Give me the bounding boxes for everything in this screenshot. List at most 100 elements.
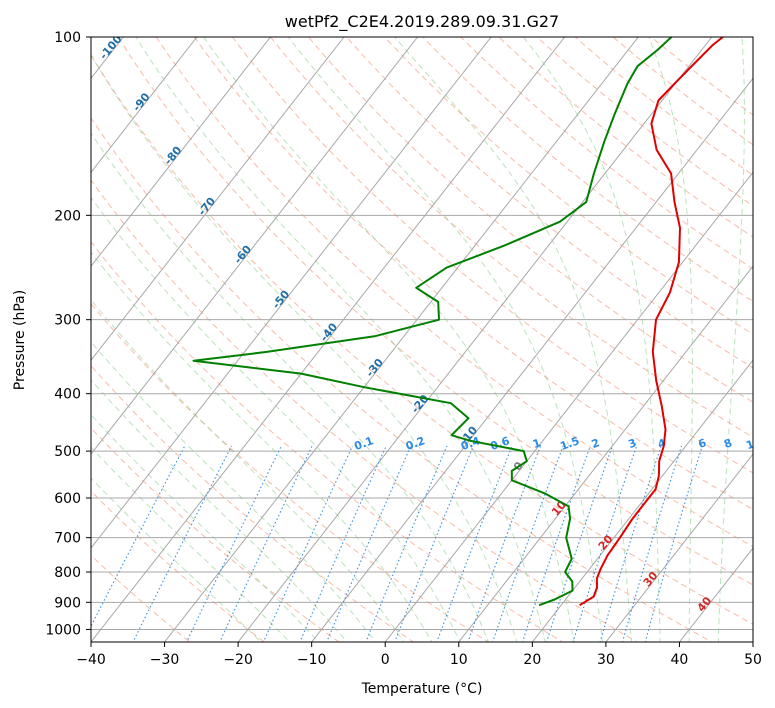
moist-adiabat-line [91,341,376,642]
mixing-ratio-label: 1 [531,436,543,451]
isotherm-line [91,37,271,268]
mixing-ratio-line [467,445,542,642]
mixing-ratio-line [299,445,387,642]
mixing-ratio-line [436,445,513,642]
mixing-ratio-label: 0.1 [352,434,375,453]
isotherm-label: 40 [695,594,715,614]
isotherm-line [458,265,753,642]
x-tick-label: 40 [671,652,689,668]
x-axis-title: Temperature (°C) [361,681,483,697]
isotherm-line [91,37,492,549]
isotherm-line [384,171,753,642]
moist-adiabat-line [203,37,575,642]
plot-area: -100-90-80-70-60-50-40-30-20-10010203040… [91,37,753,642]
dry-adiabat-line [91,490,266,642]
mixing-ratio-lines [91,445,703,642]
x-tick-label: −30 [150,652,180,668]
mixing-ratio-label: 0.2 [404,434,427,453]
mixing-ratio-line [365,445,448,642]
mixing-ratio-label: 3 [627,436,639,451]
x-tick-label: −40 [76,652,106,668]
moist-adiabat-line [523,37,661,642]
isotherm-label: 20 [596,532,616,552]
plot-frame [90,36,754,643]
isotherm-label: -40 [318,320,341,344]
y-axis: 100 200 300 400 500 600 700 800 900 1000 [45,30,91,638]
dry-adiabat-line [384,37,753,335]
x-tick-label: 20 [523,652,541,668]
moist-adiabat-line [91,251,433,642]
y-tick-label: 400 [54,387,81,403]
isotherm-line [91,37,418,455]
mixing-ratio-line [91,445,186,628]
moist-adiabat-line [91,446,291,642]
mixing-ratio-labels: 0.10.20.40.611.52346810131620253036 [352,434,753,453]
x-axis: −40 −30 −20 −10 0 10 20 30 40 50 [76,642,762,668]
mixing-ratio-line [219,445,313,642]
y-tick-label: 100 [54,30,81,46]
y-tick-label: 800 [54,565,81,581]
dry-adiabat-line [307,37,753,403]
x-tick-label: −10 [297,652,327,668]
profile-line-1 [579,37,724,607]
moist-adiabat-line [717,37,745,642]
isotherm-line [311,77,753,642]
dry-adiabat-line [91,54,753,625]
moist-adiabat-line [648,37,693,642]
mixing-ratio-label: 1.5 [558,434,581,453]
dry-adiabat-line [574,37,753,176]
x-tick-label: 0 [381,652,390,668]
moist-adiabat-line [91,298,405,642]
mixing-ratio-line [546,445,614,642]
mixing-ratio-line [262,445,353,642]
isotherm-label: -60 [231,243,254,267]
dry-adiabat-line [612,37,753,146]
dry-adiabat-line [91,302,490,642]
dry-adiabats [91,37,753,642]
isotherm-line [91,37,345,361]
y-axis-title: Pressure (hPa) [12,290,28,390]
isotherms [91,37,753,642]
dry-adiabat-line [498,37,753,238]
y-tick-label: 300 [54,313,81,329]
moist-adiabat-line [91,132,490,642]
mixing-ratio-label: 2 [590,436,602,451]
isotherm-line [752,641,753,642]
profile-line-2 [192,37,673,607]
moist-adiabats [91,37,745,642]
dry-adiabat-line [345,37,753,369]
dry-adiabat-line [91,179,639,642]
isotherm-line [531,359,753,642]
y-tick-label: 700 [54,531,81,547]
moist-adiabat-line [91,413,320,642]
x-tick-label: 10 [450,652,468,668]
mixing-ratio-line [132,445,232,642]
isotherm-line [91,37,566,642]
dry-adiabat-line [91,241,564,642]
isotherm-label: -30 [363,356,386,380]
dry-adiabat-line [269,37,753,438]
chart-title: wetPf2_C2E4.2019.289.09.31.G27 [285,12,559,32]
moist-adiabat-line [91,477,262,642]
y-tick-label: 500 [54,444,81,460]
isotherm-line [91,37,198,174]
moist-adiabat-line [287,37,604,642]
mixing-ratio-label: 6 [696,436,708,451]
isotherm-line [237,37,713,642]
dry-adiabat-line [536,37,753,207]
dry-adiabat-line [91,427,340,642]
isotherm-line [605,453,753,642]
dry-adiabat-line [422,37,753,302]
dry-adiabat-line [460,37,753,270]
dry-adiabat-line [91,117,713,642]
dry-adiabat-line [650,37,753,116]
y-tick-label: 600 [54,491,81,507]
mixing-ratio-label: 4 [656,436,668,451]
mixing-ratio-line [326,445,412,642]
moist-adiabat-line [91,379,348,642]
profile-lines [192,37,724,607]
isobars [91,37,753,630]
x-tick-label: 30 [597,652,615,668]
x-tick-label: −20 [223,652,253,668]
